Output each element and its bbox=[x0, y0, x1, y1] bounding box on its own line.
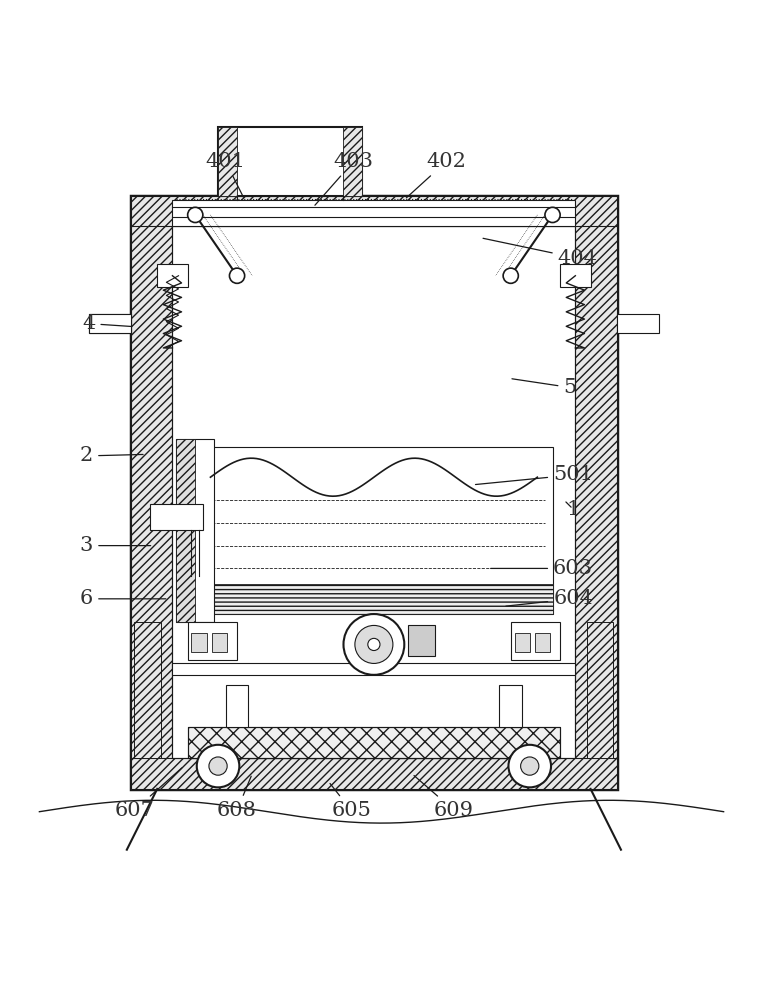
Bar bbox=[575, 196, 617, 789]
Bar bbox=[176, 439, 195, 622]
Circle shape bbox=[508, 745, 551, 787]
Bar bbox=[408, 625, 435, 656]
Circle shape bbox=[230, 268, 245, 283]
Bar bbox=[150, 504, 203, 530]
Text: 2: 2 bbox=[80, 446, 143, 465]
Text: 501: 501 bbox=[475, 465, 593, 485]
Bar bbox=[587, 622, 613, 758]
Text: 3: 3 bbox=[80, 536, 150, 555]
Text: 603: 603 bbox=[491, 559, 593, 578]
Text: 608: 608 bbox=[217, 776, 257, 820]
Text: 4: 4 bbox=[82, 314, 132, 333]
Circle shape bbox=[355, 625, 393, 663]
Bar bbox=[535, 633, 550, 652]
Bar bbox=[130, 196, 617, 226]
Bar bbox=[499, 685, 522, 727]
Bar bbox=[157, 264, 188, 287]
Bar bbox=[89, 314, 130, 333]
Bar bbox=[343, 127, 362, 196]
Bar bbox=[510, 622, 560, 660]
Text: 6: 6 bbox=[80, 589, 166, 608]
Bar bbox=[172, 200, 575, 226]
Bar bbox=[176, 439, 214, 622]
Bar bbox=[130, 196, 172, 789]
Bar bbox=[188, 622, 237, 660]
Circle shape bbox=[209, 757, 227, 775]
Bar bbox=[226, 685, 249, 727]
Bar bbox=[130, 758, 617, 789]
Text: 605: 605 bbox=[330, 783, 371, 820]
Text: 404: 404 bbox=[483, 238, 597, 268]
Bar bbox=[188, 727, 560, 758]
Bar bbox=[192, 633, 207, 652]
Text: 1: 1 bbox=[566, 500, 580, 519]
Circle shape bbox=[520, 757, 539, 775]
Bar bbox=[188, 727, 560, 758]
Bar bbox=[212, 633, 227, 652]
Bar bbox=[218, 127, 362, 196]
Bar bbox=[218, 127, 237, 196]
Circle shape bbox=[503, 268, 518, 283]
Circle shape bbox=[343, 614, 404, 675]
Bar bbox=[195, 447, 552, 614]
Circle shape bbox=[188, 207, 203, 223]
Circle shape bbox=[545, 207, 560, 223]
Text: 401: 401 bbox=[206, 152, 246, 197]
Bar bbox=[89, 314, 130, 333]
Text: 609: 609 bbox=[414, 776, 474, 820]
Bar bbox=[172, 226, 575, 758]
Bar bbox=[514, 633, 530, 652]
Bar bbox=[195, 584, 552, 614]
Text: 402: 402 bbox=[407, 152, 466, 198]
Bar bbox=[130, 196, 617, 789]
Circle shape bbox=[368, 638, 380, 651]
Bar bbox=[560, 264, 591, 287]
Bar bbox=[172, 663, 575, 675]
Bar bbox=[617, 314, 659, 333]
Text: 607: 607 bbox=[114, 768, 182, 820]
Text: 403: 403 bbox=[315, 152, 373, 205]
Circle shape bbox=[197, 745, 240, 787]
Bar bbox=[134, 622, 161, 758]
Text: 604: 604 bbox=[506, 589, 593, 608]
Text: 5: 5 bbox=[512, 378, 577, 397]
